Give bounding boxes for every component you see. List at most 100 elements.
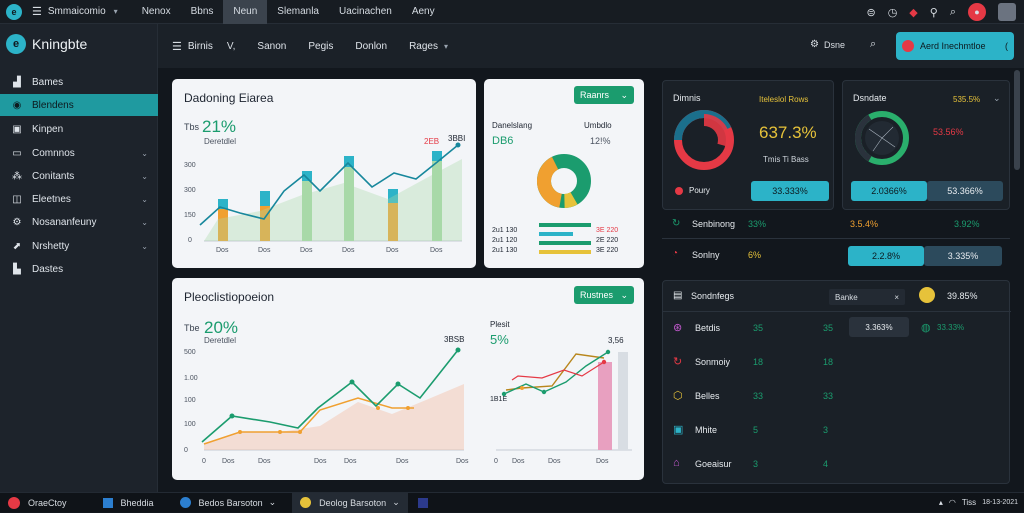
menu-icon[interactable]: ☰ [32,6,42,18]
table-row[interactable]: ⊛ Betdis 35 35 3.363% ◍ 33.33% [663,313,1011,343]
header-item-birnis[interactable]: Birnis [187,40,213,52]
clock-date[interactable]: 18-13-2021 [982,499,1018,506]
add-item-button[interactable]: Aerd Inechmtloe ( [896,32,1014,60]
tray-icon[interactable]: ▴ [938,498,943,507]
sidebar-item-eleetnes[interactable]: ◫ Eleetnes ⌄ [0,188,158,210]
shield-icon[interactable]: ◆ [909,6,918,19]
menu-icon[interactable]: ☰ [172,40,182,53]
brand[interactable]: e Kningbte [6,34,87,54]
tab-aeny[interactable]: Aeny [411,6,435,17]
taskbar-item[interactable]: OraeCtoy [0,493,75,513]
metric-label[interactable]: Sonlny [692,250,720,260]
progress-bar-track: 3.335% [924,246,1002,266]
progress-bar: 33.333% [751,181,829,201]
secondary-point [298,430,302,434]
search-icon[interactable]: ⌕ [870,38,877,50]
tab-uacinachen[interactable]: Uacinachen [339,6,392,17]
chevron-down-icon: ⌄ [620,289,628,300]
chevron-down-icon: ⌄ [620,89,628,100]
reports-button[interactable]: Raanrs ⌄ [574,86,634,104]
trend-point [395,381,401,387]
sidebar-item-comnnos[interactable]: ▭ Comnnos ⌄ [0,142,158,164]
header-item-pegis[interactable]: Pegis [308,40,334,52]
divider [662,238,1010,239]
tray-icon[interactable] [417,497,428,508]
sidebar-item-dastes[interactable]: ▙ Dastes [0,258,158,280]
app-logo-icon[interactable]: e [6,3,22,20]
pin-icon[interactable]: ⚲ [929,6,938,19]
sidebar-item-nrshetty[interactable]: ⬈ Nrshetty ⌄ [0,235,158,257]
clock-time[interactable]: Tiss [961,498,977,507]
bar [218,199,228,209]
x-tick: 0 [202,458,206,465]
dollar-icon[interactable]: ⊜ [866,6,876,19]
bar [302,181,312,241]
header-item-sanon[interactable]: Sanon [257,40,287,52]
sidebar-item-bames[interactable]: ▟ Bames [0,71,158,93]
sidebar-item-blendens[interactable]: ◉ Blendens [0,94,158,116]
tab-slemanla[interactable]: Slemanla [277,6,319,17]
accent-line [511,361,605,381]
results-button[interactable]: Rustnes ⌄ [574,286,634,304]
x-tick: Dos [300,247,313,254]
taskbar-item[interactable]: Bedos Barsoton ⌄ [172,493,285,513]
area-line-chart: 500 1.00 100 100 0 0 Dos Dos Dos Dos Dos… [184,347,469,465]
gauge-sub-label: Iteleslol Rows [759,95,809,104]
sidebar-item-kinpen[interactable]: ▣ Kinpen [0,118,158,140]
sidebar-item-conitants[interactable]: ⁂ Conitants ⌄ [0,165,158,187]
notification-icon[interactable]: ● [968,3,986,21]
avatar[interactable] [998,3,1016,21]
y-tick: 0 [188,237,192,244]
trend-point [541,389,547,395]
tab-neun[interactable]: Neun [223,0,268,24]
tab-bbns[interactable]: Bbns [190,6,214,17]
bar [344,167,354,241]
x-tick: Dos [222,458,235,465]
row-value: 35 [753,323,764,333]
scrollbar[interactable] [1014,70,1020,170]
x-tick: Dos [386,247,399,254]
table-row[interactable]: ▣ Mhite 5 3 [663,415,1011,445]
reports-button-label: Raanrs [580,90,610,100]
bar [618,352,628,450]
table-row[interactable]: ⬡ Belles 33 33 [663,381,1011,411]
gauge-card: Dimnis Iteleslol Rows 637.3% Tmis Ti Bas… [662,80,834,210]
browser-icon [179,497,191,508]
secondary-line [203,397,414,445]
row-label: Belles [695,391,720,401]
row-label: Mhite [695,425,718,435]
header-item-rages[interactable]: Rages [409,40,438,52]
chevron-down-icon: ⌄ [141,241,148,251]
settings-icon[interactable]: ⚙ [810,39,819,50]
metric-label[interactable]: Senbinong [692,219,736,229]
clock-icon[interactable]: ◷ [887,6,898,19]
row-value: 5 [753,425,759,435]
taskbar-item[interactable]: Deolog Barsoton ⌄ [292,492,408,513]
wifi-icon[interactable]: ◠ [948,498,956,507]
taskbar-item[interactable]: Bheddia [95,493,162,513]
x-tick: Dos [258,458,271,465]
chevron-down-icon[interactable]: ▾ [113,7,118,16]
header-right-label[interactable]: Dsne [824,40,846,50]
circle-icon: ◉ [12,99,22,111]
table-dropdown[interactable]: Banke × [829,289,905,305]
secondary-point [238,430,242,434]
sidebar-item-nosananfeuny[interactable]: ⚙ Nosananfeuny ⌄ [0,211,158,233]
table-title: Sondnfegs [691,291,735,301]
header-item-donlon[interactable]: Donlon [355,40,388,52]
tab-nenox[interactable]: Nenox [141,6,171,17]
row-value: 35 [823,323,834,333]
metric-value: 3.5.4% [850,219,879,229]
x-tick: Dos [216,247,229,254]
table-row[interactable]: ⌂ Goeaisur 3 4 [663,449,1011,479]
app-name[interactable]: Smmaicomio [47,6,106,17]
table-row[interactable]: ↻ Sonmoiy 18 18 [663,347,1011,377]
chevron-down-icon[interactable]: ▾ [443,41,448,51]
search-icon[interactable]: ⌕ [949,5,956,18]
close-icon[interactable]: × [894,292,899,302]
chevron-down-icon[interactable]: ⌄ [993,93,1001,103]
gauge-sub-value: Tmis Ti Bass [763,155,809,164]
chevron-down-icon: ⌄ [392,497,400,507]
chevron-down-icon[interactable]: V, [226,40,236,52]
trend-point [229,413,235,419]
